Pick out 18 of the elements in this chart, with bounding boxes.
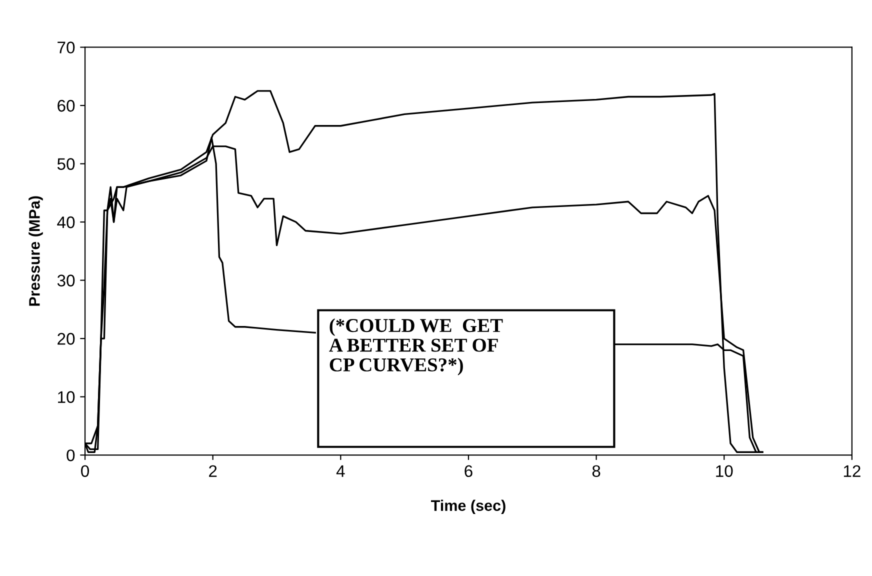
y-tick-label: 20 <box>58 332 75 345</box>
y-tick-label: 60 <box>58 100 75 112</box>
y-tick-label: 10 <box>58 391 75 403</box>
y-tick-label: 30 <box>57 274 75 286</box>
x-tick-label: 8 <box>592 465 600 478</box>
x-tick-label: 10 <box>716 465 733 478</box>
y-tick-label: 40 <box>57 216 75 228</box>
y-tick-label: 50 <box>57 158 75 170</box>
x-axis-title: Time (sec) <box>431 500 506 514</box>
x-tick-label: 0 <box>81 465 90 478</box>
x-tick-label: 6 <box>464 465 472 478</box>
y-tick-label: 0 <box>66 449 75 462</box>
x-tick-label: 2 <box>209 465 217 477</box>
text: (*COULD WE GET A BETTER SET OF CP CURVES?*) <box>329 318 503 376</box>
x-tick-label: 4 <box>336 465 345 477</box>
y-tick-label: 70 <box>58 42 75 54</box>
x-tick-label: 12 <box>844 465 860 477</box>
y-axis-title: Pressure (MPa) <box>28 196 43 306</box>
